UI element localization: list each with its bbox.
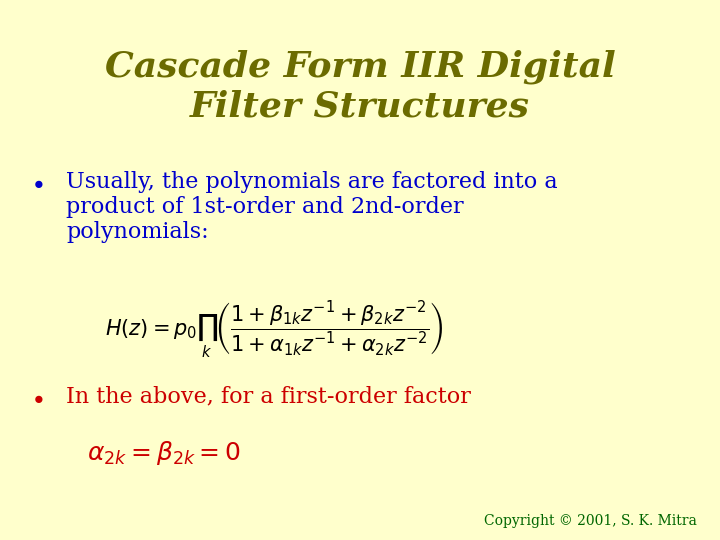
Text: Cascade Form IIR Digital
Filter Structures: Cascade Form IIR Digital Filter Structur… — [104, 50, 616, 124]
Text: $\bullet$: $\bullet$ — [30, 171, 44, 194]
Text: $\alpha_{2k} = \beta_{2k} = 0$: $\alpha_{2k} = \beta_{2k} = 0$ — [87, 439, 241, 467]
Text: Usually, the polynomials are factored into a
product of 1st-order and 2nd-order
: Usually, the polynomials are factored in… — [66, 171, 557, 244]
Text: Copyright © 2001, S. K. Mitra: Copyright © 2001, S. K. Mitra — [485, 514, 697, 528]
Text: In the above, for a first-order factor: In the above, for a first-order factor — [66, 386, 471, 408]
Text: $H(z) = p_0 \prod_{k} \left( \dfrac{1 + \beta_{1k}z^{-1} + \beta_{2k}z^{-2}}{1 +: $H(z) = p_0 \prod_{k} \left( \dfrac{1 + … — [104, 300, 444, 361]
Text: $\bullet$: $\bullet$ — [30, 386, 44, 409]
